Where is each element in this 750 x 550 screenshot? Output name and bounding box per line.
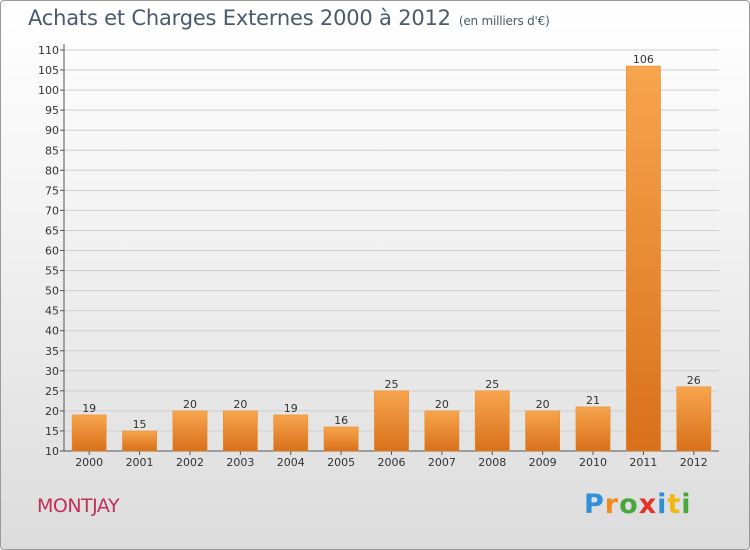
y-tick-label: 15: [45, 425, 59, 438]
bar: [626, 65, 661, 452]
x-tick-label: 2007: [428, 456, 456, 469]
y-tick-label: 10: [45, 445, 59, 458]
y-tick-label: 60: [45, 245, 59, 258]
x-tick-label: 2009: [529, 456, 557, 469]
labels: 10 15 20 25 30 35 40 45 50 55 60 65 70 75 80 85 90 95 100 1…: [38, 44, 708, 469]
logo-letter: o: [619, 489, 639, 520]
logo-letter: r: [604, 489, 620, 520]
bar: [323, 426, 359, 452]
y-tick-label: 25: [45, 385, 59, 398]
x-tick-label: 2001: [126, 456, 154, 469]
bar: [273, 414, 309, 452]
bar: [676, 386, 712, 452]
data-label: 20: [435, 398, 449, 411]
data-label: 25: [385, 378, 399, 391]
data-label: 20: [233, 398, 247, 411]
y-tick-label: 100: [38, 84, 59, 97]
y-tick-label: 35: [45, 345, 59, 358]
bars: [71, 65, 712, 452]
y-tick-label: 110: [38, 44, 59, 57]
y-tick-label: 65: [45, 224, 59, 237]
y-tick-label: 95: [45, 104, 59, 117]
logo-letter: x: [638, 489, 658, 520]
y-tick-label: 50: [45, 285, 59, 298]
data-label: 15: [133, 418, 147, 431]
data-label: 20: [536, 398, 550, 411]
commune-name: MONTJAY: [37, 495, 120, 517]
y-tick-label: 85: [45, 144, 59, 157]
logo-letter: P: [584, 489, 605, 520]
bar: [374, 390, 409, 452]
data-label: 19: [284, 402, 298, 415]
data-label: 26: [687, 374, 701, 387]
chart-title-text: Achats et Charges Externes 2000 à 2012: [28, 6, 451, 30]
bar: [222, 410, 258, 452]
data-label: 16: [334, 414, 348, 427]
data-label: 106: [633, 53, 654, 66]
data-label: 21: [586, 394, 600, 407]
y-tick-label: 55: [45, 265, 59, 278]
x-tick-label: 2003: [226, 456, 254, 469]
bar: [575, 406, 611, 452]
y-tick-label: 75: [45, 184, 59, 197]
bar: [71, 414, 107, 452]
chart-subtitle: (en milliers d'€): [458, 14, 550, 28]
proxiti-logo: Proxiti: [584, 489, 692, 520]
x-tick-label: 2008: [478, 456, 506, 469]
y-tick-label: 80: [45, 164, 59, 177]
x-tick-label: 2010: [579, 456, 607, 469]
x-tick-label: 2004: [277, 456, 305, 469]
bar: [474, 390, 510, 452]
data-label: 20: [183, 398, 197, 411]
data-label: 25: [485, 378, 499, 391]
y-tick-label: 45: [45, 305, 59, 318]
x-tick-label: 2002: [176, 456, 204, 469]
y-tick-label: 30: [45, 365, 59, 378]
x-tick-label: 2012: [680, 456, 708, 469]
bar: [424, 410, 460, 452]
y-tick-label: 70: [45, 204, 59, 217]
y-tick-label: 20: [45, 405, 59, 418]
y-tick-label: 90: [45, 124, 59, 137]
data-label: 19: [82, 402, 96, 415]
logo-letter: t: [667, 489, 682, 520]
bar: [172, 410, 208, 452]
x-tick-label: 2000: [75, 456, 103, 469]
bar: [525, 410, 561, 452]
logo-letter: i: [681, 489, 692, 520]
chart-title: Achats et Charges Externes 2000 à 2012 (e…: [28, 6, 550, 30]
x-tick-label: 2011: [629, 456, 657, 469]
y-tick-label: 105: [38, 64, 59, 77]
y-tick-label: 40: [45, 325, 59, 338]
logo-letter: i: [657, 489, 668, 520]
bar: [122, 430, 157, 452]
x-tick-label: 2005: [327, 456, 355, 469]
x-tick-label: 2006: [378, 456, 406, 469]
